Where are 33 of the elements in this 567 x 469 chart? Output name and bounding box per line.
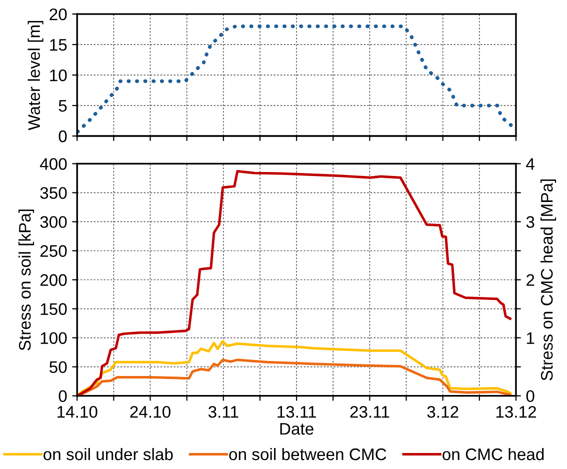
y2-tick-label: 4: [526, 158, 534, 170]
y2-tick-label: 2: [526, 274, 534, 286]
x-tick-label: 3.12: [427, 406, 458, 418]
y-tick-label: 0: [58, 390, 67, 402]
x-axis-title: Date: [280, 423, 314, 435]
y2-tick-label: 1: [526, 332, 534, 344]
y-tick-label: 100: [40, 332, 67, 344]
y-tick-label: 50: [50, 361, 67, 374]
y-tick-label: 150: [40, 303, 67, 315]
x-tick-label: 23.11: [350, 406, 390, 418]
y2-axis-title: Stress on CMC head [MPa]: [540, 180, 556, 380]
y-tick-label: 250: [40, 245, 67, 257]
y-axis-title: Water level [m]: [28, 20, 44, 130]
y2-tick-label: 3: [526, 216, 534, 228]
y-tick-label: 300: [40, 216, 67, 228]
y2-tick-label: 0: [526, 390, 534, 402]
x-tick-label: 13.12: [496, 406, 536, 418]
y-tick-label: 15: [50, 39, 67, 51]
y-tick-label: 400: [40, 158, 67, 170]
y-tick-label: 5: [58, 100, 67, 112]
legend-label: on soil under slab: [44, 448, 173, 460]
y-tick-label: 20: [50, 8, 67, 20]
y-axis-title: Stress on soil [kPa]: [18, 210, 34, 350]
x-tick-label: 24.10: [130, 406, 170, 418]
y-tick-label: 0: [58, 130, 67, 142]
x-tick-label: 3.11: [208, 406, 238, 418]
x-tick-label: 13.11: [278, 406, 316, 418]
y-tick-label: 10: [50, 69, 67, 82]
x-tick-label: 14.10: [58, 406, 98, 418]
y-tick-label: 350: [40, 187, 67, 199]
legend-label: on CMC head: [442, 448, 544, 460]
legend-label: on soil between CMC: [229, 448, 386, 460]
y-tick-label: 200: [40, 274, 67, 286]
